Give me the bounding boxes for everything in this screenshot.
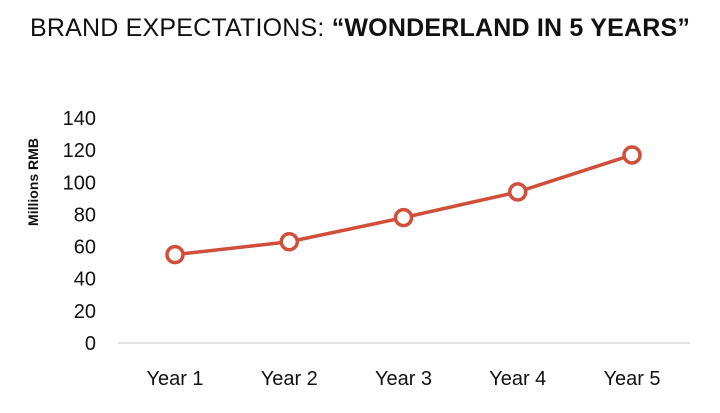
y-tick-label-80: 80: [74, 204, 96, 226]
x-tick-label-2: Year 2: [261, 368, 318, 390]
y-tick-label-100: 100: [63, 172, 96, 194]
y-tick-label-0: 0: [85, 333, 96, 355]
y-axis-label-group: Millions RMB: [25, 138, 41, 226]
x-tick-label-3: Year 3: [375, 368, 432, 390]
data-point-1: [165, 244, 185, 265]
y-tick-label-20: 20: [74, 301, 96, 323]
data-point-3: [393, 207, 414, 228]
x-tick-label-1: Year 1: [146, 368, 203, 390]
data-point-4: [508, 182, 528, 202]
y-axis-label: Millions RMB: [25, 138, 41, 226]
data-point-2: [279, 232, 299, 252]
data-point-5: [622, 145, 642, 165]
y-tick-label-60: 60: [74, 237, 96, 259]
series-group: [165, 145, 642, 265]
x-tick-label-4: Year 4: [489, 368, 546, 390]
chart-title-bold: “WONDERLAND IN 5 YEARS”: [331, 14, 691, 42]
chart-title-plain: BRAND EXPECTATIONS:: [29, 14, 332, 42]
x-tick-label-5: Year 5: [603, 368, 660, 390]
y-tick-label-40: 40: [74, 269, 96, 291]
y-tick-labels: 0 20 40 60 80 100 120 140: [63, 108, 96, 355]
y-tick-label-120: 120: [63, 140, 96, 162]
y-tick-label-140: 140: [63, 108, 96, 130]
chart-title: BRAND EXPECTATIONS: “WONDERLAND IN 5 YEA…: [0, 14, 720, 43]
series-line-1: [173, 153, 634, 257]
x-tick-labels: Year 1 Year 2 Year 3 Year 4 Year 5: [146, 368, 660, 390]
